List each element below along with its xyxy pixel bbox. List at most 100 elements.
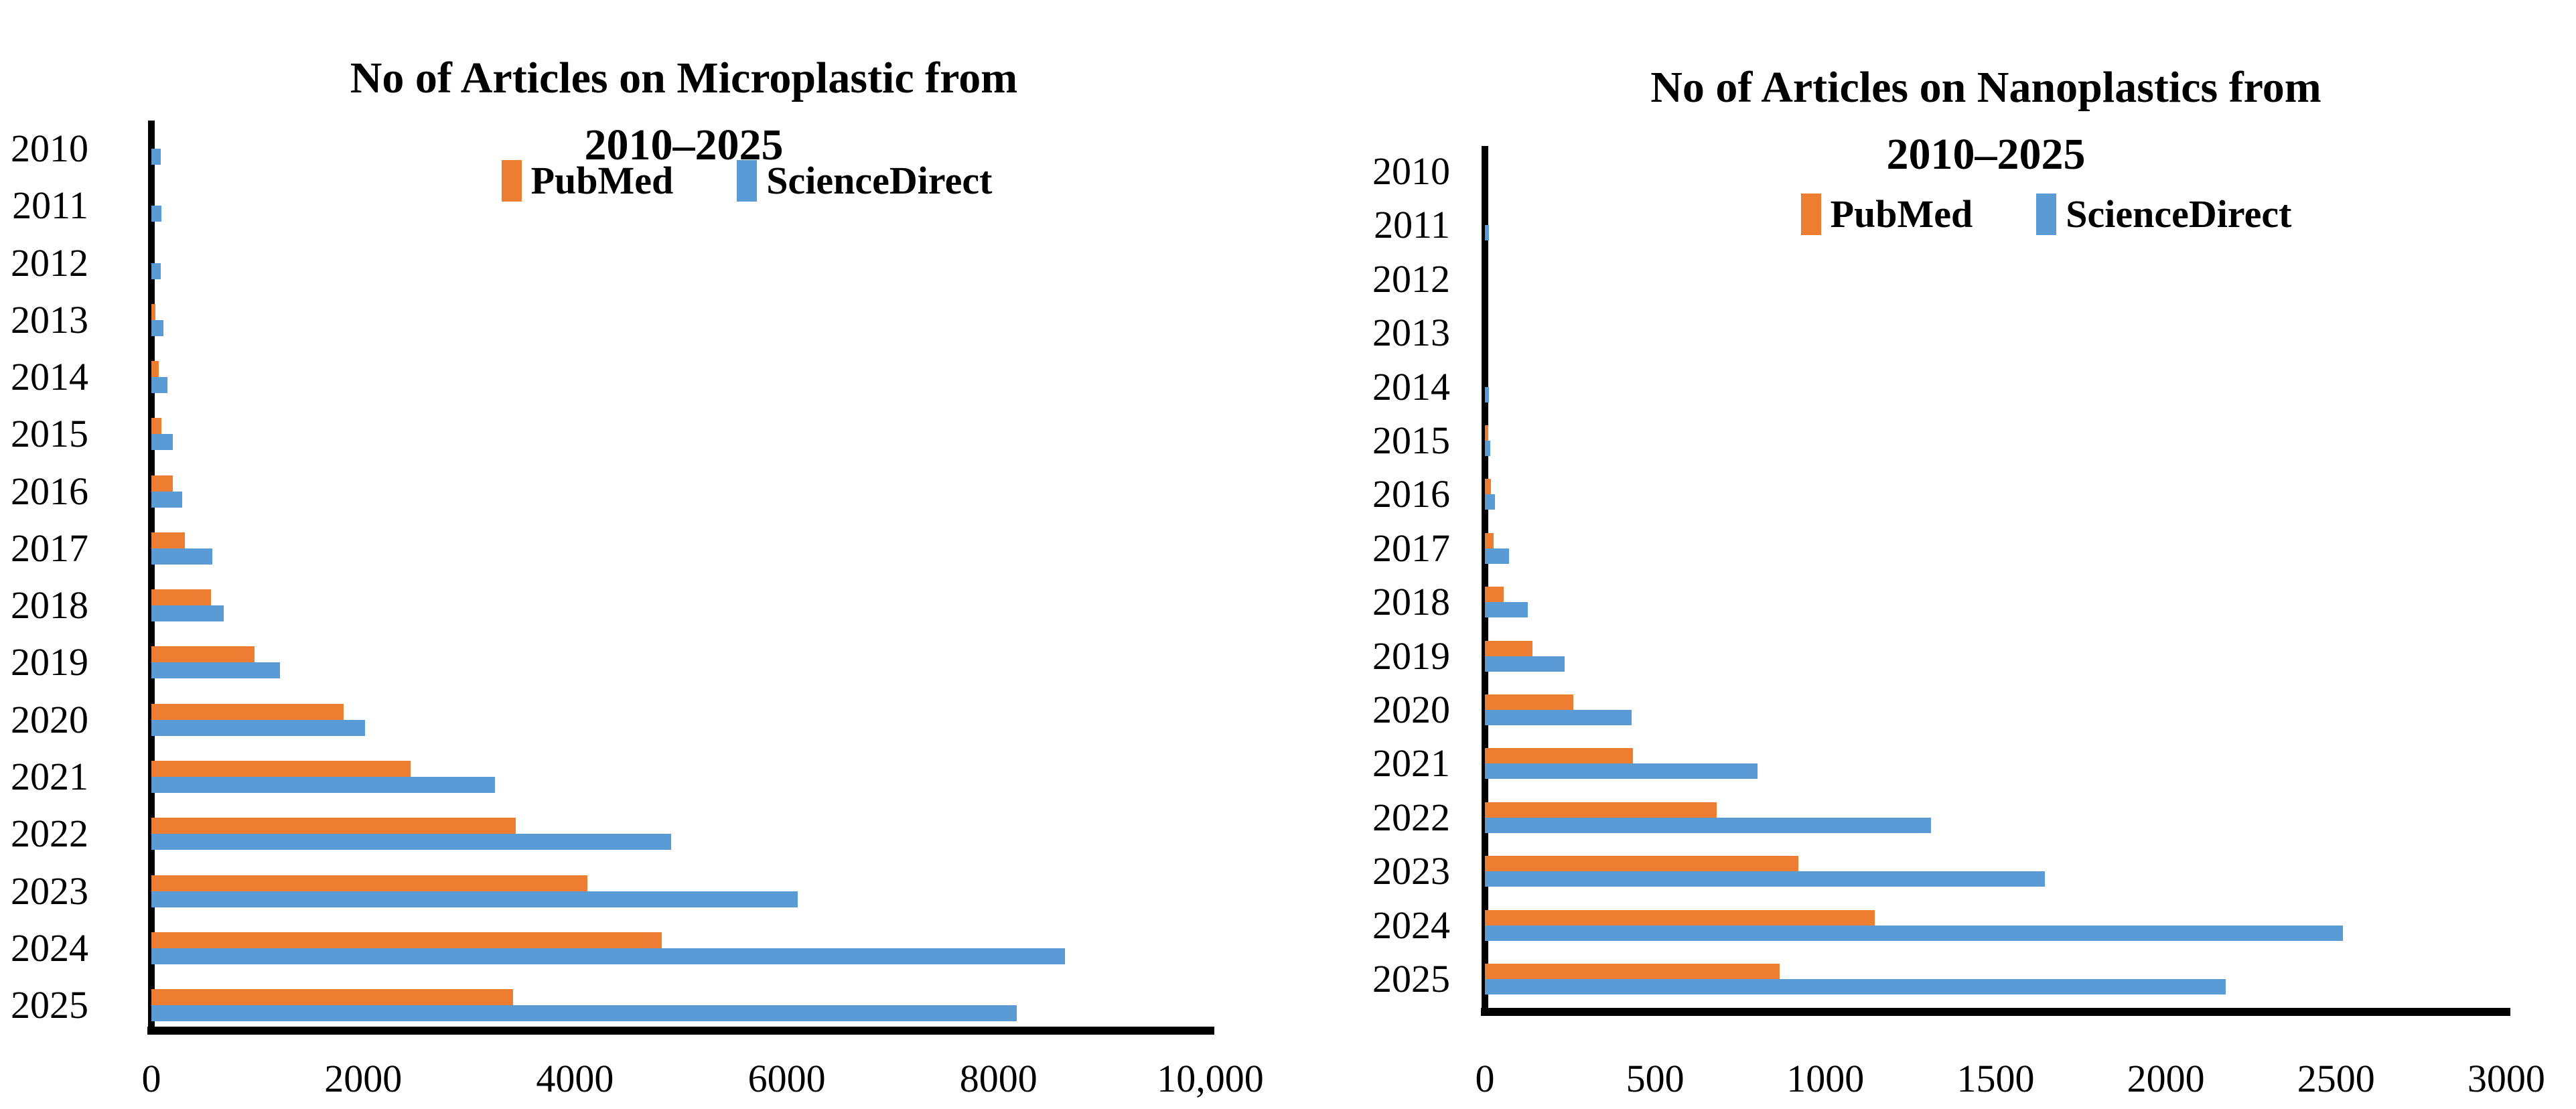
year-label-2015: 2015: [1372, 419, 1450, 462]
bar-pubmed-2019: [151, 646, 255, 663]
legend-label-pubmed: PubMed: [1830, 192, 1973, 236]
x-tick-label-0: 0: [1475, 1057, 1495, 1100]
pubmed-swatch-icon: [501, 159, 522, 202]
bar-sciencedirect-2025: [1485, 979, 2226, 994]
legend-label-sciencedirect: ScienceDirect: [766, 159, 993, 202]
legend-nanoplastics: PubMed ScienceDirect: [1711, 192, 2381, 236]
pubmed-swatch-icon: [1800, 193, 1821, 235]
year-label-2019: 2019: [1372, 634, 1450, 678]
bar-pubmed-2020: [151, 703, 344, 720]
bar-pubmed-2023: [1485, 856, 1798, 872]
year-label-2011: 2011: [1374, 203, 1450, 247]
bar-sciencedirect-2011: [1485, 225, 1490, 241]
year-label-2013: 2013: [1372, 311, 1450, 355]
chart-title-nanoplastics: No of Articles on Nanoplastics from 2010–…: [1417, 54, 2555, 188]
x-tick-label-1000: 1000: [1786, 1057, 1865, 1100]
bar-pubmed-2021: [151, 760, 411, 777]
bar-pubmed-2023: [151, 875, 588, 891]
bar-sciencedirect-2018: [1485, 602, 1528, 618]
year-label-2014: 2014: [1372, 364, 1450, 409]
x-axis-line: [147, 1027, 1214, 1035]
bar-sciencedirect-2016: [1485, 494, 1496, 510]
legend-item-pubmed: PubMed: [501, 158, 673, 203]
bar-sciencedirect-2025: [151, 1005, 1017, 1022]
bar-sciencedirect-2014: [151, 377, 167, 394]
bar-pubmed-2019: [1485, 640, 1533, 656]
bar-pubmed-2022: [151, 818, 516, 834]
bar-pubmed-2015: [1485, 425, 1489, 441]
year-label-2024: 2024: [1372, 903, 1450, 947]
x-tick-label-2000: 2000: [2127, 1057, 2205, 1100]
bar-pubmed-2024: [151, 932, 662, 948]
x-tick-label-1500: 1500: [1956, 1057, 2035, 1100]
bar-sciencedirect-2021: [1485, 763, 1758, 780]
sciencedirect-swatch-icon: [2036, 193, 2057, 235]
bar-pubmed-2016: [151, 475, 173, 492]
y-axis-line: [1482, 146, 1488, 1016]
bar-sciencedirect-2024: [151, 948, 1066, 964]
chart-title-microplastic: No of Articles on Microplastic from 2010–…: [115, 45, 1253, 179]
x-tick-label-3000: 3000: [2467, 1057, 2545, 1100]
year-label-2018: 2018: [1372, 580, 1450, 624]
legend-microplastic: PubMed ScienceDirect: [412, 158, 1082, 203]
year-label-2019: 2019: [11, 640, 88, 684]
bar-sciencedirect-2023: [1485, 871, 2046, 887]
bar-sciencedirect-2019: [151, 662, 281, 679]
bar-pubmed-2018: [151, 589, 211, 606]
year-label-2015: 2015: [11, 412, 88, 456]
bar-sciencedirect-2023: [151, 891, 798, 907]
year-label-2016: 2016: [1372, 472, 1450, 516]
bar-sciencedirect-2021: [151, 776, 496, 793]
bar-sciencedirect-2017: [1485, 548, 1509, 564]
bar-sciencedirect-2024: [1485, 925, 2343, 941]
legend-item-pubmed: PubMed: [1800, 192, 1973, 236]
legend-item-sciencedirect: ScienceDirect: [737, 158, 992, 203]
bar-sciencedirect-2015: [151, 434, 173, 451]
bar-sciencedirect-2010: [151, 149, 161, 165]
bar-pubmed-2018: [1485, 587, 1504, 603]
year-label-2021: 2021: [1372, 741, 1450, 786]
year-label-2020: 2020: [1372, 688, 1450, 731]
year-label-2023: 2023: [11, 869, 88, 913]
bar-pubmed-2020: [1485, 694, 1574, 710]
x-tick-label-4000: 4000: [536, 1057, 614, 1100]
bar-pubmed-2013: [151, 303, 155, 320]
year-label-2023: 2023: [1372, 849, 1450, 893]
x-tick-label-10000: 10,000: [1157, 1057, 1264, 1100]
year-label-2018: 2018: [11, 583, 88, 627]
year-label-2013: 2013: [11, 297, 88, 342]
chart-title-line1: No of Articles on Nanoplastics from: [1650, 62, 2321, 112]
bar-sciencedirect-2014: [1485, 386, 1490, 402]
bar-sciencedirect-2017: [151, 548, 212, 565]
chart-title-line1: No of Articles on Microplastic from: [350, 53, 1018, 102]
legend-label-sciencedirect: ScienceDirect: [2066, 192, 2292, 236]
year-label-2022: 2022: [1372, 795, 1450, 839]
bar-pubmed-2014: [151, 361, 159, 378]
bar-sciencedirect-2012: [151, 263, 161, 279]
y-axis-line: [148, 121, 155, 1035]
year-label-2020: 2020: [11, 697, 88, 741]
bar-sciencedirect-2022: [151, 834, 672, 851]
bar-sciencedirect-2020: [151, 719, 366, 736]
bar-pubmed-2025: [1485, 964, 1780, 979]
bar-sciencedirect-2020: [1485, 710, 1632, 725]
year-label-2010: 2010: [1372, 149, 1450, 193]
sciencedirect-swatch-icon: [737, 159, 758, 202]
year-label-2011: 2011: [12, 183, 88, 228]
chart-title-line2: 2010–2025: [584, 120, 784, 169]
year-label-2010: 2010: [11, 127, 88, 170]
bar-sciencedirect-2016: [151, 491, 182, 508]
bar-pubmed-2017: [151, 532, 185, 548]
bar-sciencedirect-2018: [151, 605, 224, 622]
chart-title-line2: 2010–2025: [1886, 129, 2086, 179]
year-label-2012: 2012: [1372, 256, 1450, 301]
bar-pubmed-2017: [1485, 532, 1494, 548]
bar-sciencedirect-2022: [1485, 817, 1931, 833]
x-axis-line: [1481, 1008, 2510, 1016]
x-tick-label-6000: 6000: [747, 1057, 826, 1100]
year-label-2024: 2024: [11, 926, 88, 970]
year-label-2014: 2014: [11, 355, 88, 399]
bar-sciencedirect-2011: [151, 206, 162, 222]
bar-pubmed-2016: [1485, 479, 1492, 495]
